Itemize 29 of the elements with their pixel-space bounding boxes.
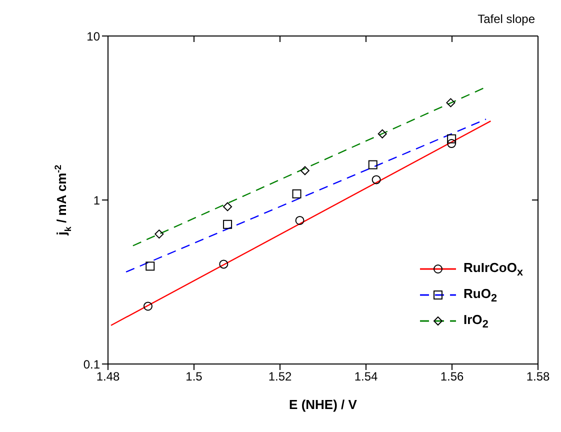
legend-label: RuIrCoO$_{x}$ (464, 260, 523, 278)
x-tick-label: 1.5 (186, 370, 203, 384)
x-axis-title: E (NHE) / V (289, 397, 358, 412)
point (378, 129, 387, 138)
point (368, 160, 378, 170)
y-tick-label: 0.1 (83, 357, 100, 372)
point (223, 220, 232, 229)
point (143, 302, 152, 311)
y-tick-label: 1 (93, 193, 100, 208)
point (295, 216, 304, 225)
point (146, 262, 155, 271)
x-tick-label: 1.48 (96, 370, 120, 384)
point (447, 134, 456, 144)
point (447, 139, 456, 148)
x-tick-label: 1.54 (354, 370, 378, 384)
x-tick-label: 1.52 (268, 370, 292, 384)
point (223, 202, 232, 212)
point (292, 189, 302, 198)
point (219, 260, 228, 269)
chart-title: Tafel slope (478, 12, 535, 26)
y-tick-label: 10 (86, 29, 100, 44)
point (372, 175, 381, 184)
x-tick-label: 1.58 (526, 370, 550, 384)
point (300, 166, 310, 176)
legend-label: RuO$_{2}$ (464, 286, 497, 304)
point (154, 230, 164, 239)
x-tick-label: 1.56 (440, 370, 464, 384)
point (446, 98, 456, 108)
legend-label: IrO$_{2}$ (464, 312, 488, 330)
